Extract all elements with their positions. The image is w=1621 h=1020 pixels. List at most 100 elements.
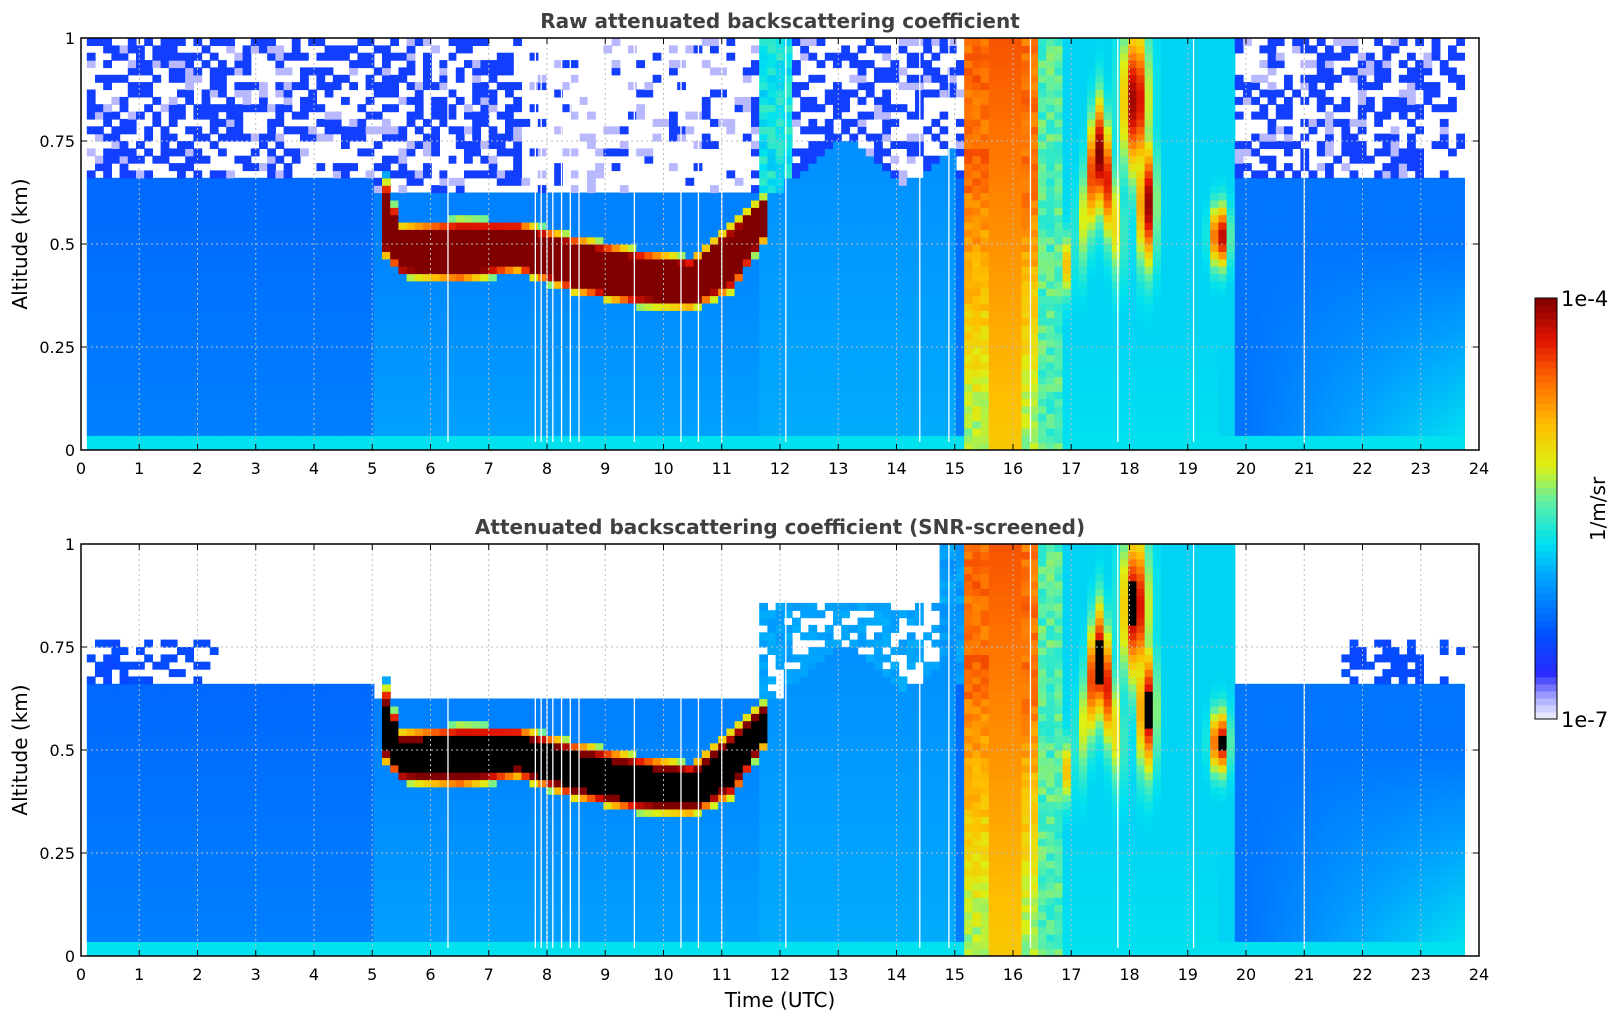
heatmap-cell	[406, 67, 416, 76]
heatmap-cell	[144, 288, 153, 297]
heatmap-cell	[267, 347, 276, 355]
heatmap-cell	[734, 361, 744, 370]
heatmap-cell	[275, 104, 285, 113]
heatmap-cell	[357, 221, 367, 230]
heatmap-cell	[201, 405, 211, 414]
heatmap-cell	[824, 339, 834, 348]
heatmap-cell	[111, 280, 121, 289]
heatmap-cell	[660, 214, 670, 223]
heatmap-cell	[898, 310, 908, 319]
heatmap-cell	[349, 118, 358, 127]
heatmap-cell	[882, 317, 891, 326]
heatmap-cell	[439, 347, 449, 355]
heatmap-cell	[775, 361, 785, 370]
heatmap-cell	[816, 442, 826, 450]
heatmap-cell	[685, 354, 695, 363]
heatmap-cell	[956, 170, 965, 179]
heatmap-cell	[480, 302, 490, 311]
heatmap-cell	[259, 229, 268, 238]
heatmap-cell	[144, 185, 153, 194]
heatmap-cell	[931, 199, 941, 208]
heatmap-cell	[890, 104, 900, 113]
heatmap-cell	[874, 221, 883, 230]
heatmap-cell	[972, 288, 982, 297]
heatmap-cell	[439, 405, 449, 414]
heatmap-cell	[562, 361, 572, 370]
heatmap-cell	[783, 38, 793, 46]
heatmap-cell	[923, 177, 932, 186]
heatmap-cell	[209, 427, 219, 436]
heatmap-cell	[259, 361, 268, 370]
heatmap-cell	[513, 383, 522, 392]
heatmap-cell	[701, 192, 711, 201]
heatmap-cell	[464, 376, 473, 385]
heatmap-cell	[824, 155, 834, 164]
heatmap-cell	[882, 420, 891, 429]
heatmap-cell	[792, 427, 801, 436]
heatmap-cell	[86, 207, 96, 216]
heatmap-cell	[578, 302, 588, 311]
heatmap-cell	[373, 376, 383, 385]
heatmap-cell	[906, 52, 916, 61]
heatmap-cell	[587, 317, 596, 326]
heatmap-cell	[628, 398, 637, 407]
heatmap-cell	[956, 302, 965, 311]
heatmap-cell	[488, 369, 498, 378]
heatmap-cell	[710, 214, 719, 223]
heatmap-cell	[341, 288, 350, 297]
heatmap-cell	[259, 398, 268, 407]
heatmap-cell	[964, 435, 973, 444]
heatmap-cell	[890, 280, 900, 289]
heatmap-cell	[103, 302, 112, 311]
heatmap-cell	[373, 391, 383, 400]
heatmap-cell	[865, 310, 875, 319]
heatmap-cell	[562, 383, 572, 392]
heatmap-cell	[300, 266, 309, 275]
heatmap-cell	[939, 177, 949, 186]
heatmap-cell	[398, 229, 408, 238]
heatmap-cell	[472, 302, 481, 311]
heatmap-cell	[865, 332, 875, 341]
heatmap-cell	[242, 67, 252, 76]
heatmap-cell	[324, 273, 334, 282]
heatmap-cell	[513, 133, 522, 142]
heatmap-cell	[923, 229, 932, 238]
heatmap-cell	[103, 295, 112, 304]
heatmap-cell	[775, 266, 785, 275]
heatmap-cell	[742, 361, 752, 370]
heatmap-cell	[931, 273, 941, 282]
heatmap-cell	[644, 89, 654, 98]
heatmap-cell	[718, 192, 727, 201]
heatmap-cell	[324, 398, 334, 407]
heatmap-cell	[439, 118, 449, 127]
heatmap-cell	[644, 413, 654, 422]
heatmap-cell	[390, 405, 399, 414]
heatmap-cell	[841, 244, 850, 252]
heatmap-cell	[923, 413, 932, 422]
heatmap-cell	[95, 244, 104, 252]
heatmap-cell	[177, 251, 186, 260]
heatmap-cell	[972, 273, 982, 282]
heatmap-cell	[816, 266, 826, 275]
heatmap-cell	[341, 413, 350, 422]
heatmap-cell	[177, 170, 186, 179]
heatmap-cell	[209, 229, 219, 238]
heatmap-cell	[496, 442, 506, 450]
heatmap-cell	[701, 214, 711, 223]
heatmap-cell	[406, 148, 416, 157]
heatmap-cell	[242, 273, 252, 282]
heatmap-cell	[972, 118, 982, 127]
heatmap-cell	[841, 332, 850, 341]
heatmap-cell	[226, 38, 235, 46]
heatmap-cell	[406, 236, 416, 245]
heatmap-cell	[144, 427, 153, 436]
heatmap-cell	[833, 82, 842, 91]
heatmap-cell	[570, 391, 580, 400]
heatmap-cell	[398, 148, 408, 157]
heatmap-cell	[152, 221, 162, 230]
heatmap-cell	[455, 435, 465, 444]
heatmap-cell	[382, 442, 391, 450]
heatmap-cell	[439, 104, 449, 113]
heatmap-cell	[956, 185, 965, 194]
heatmap-cell	[382, 118, 391, 127]
